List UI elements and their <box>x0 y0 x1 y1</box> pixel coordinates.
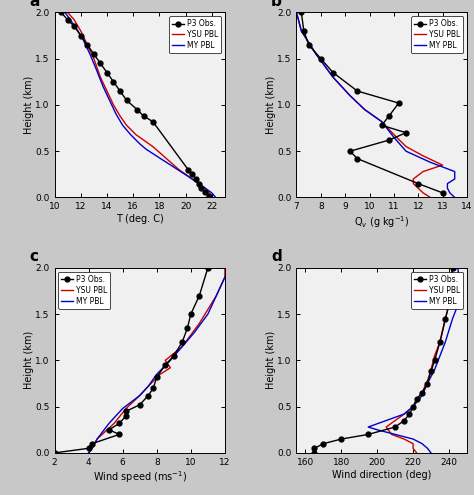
Text: b: b <box>271 0 282 9</box>
Y-axis label: Height (km): Height (km) <box>266 76 276 134</box>
Legend: P3 Obs., YSU PBL, MY PBL: P3 Obs., YSU PBL, MY PBL <box>58 272 110 308</box>
X-axis label: T (deg. C): T (deg. C) <box>116 214 164 224</box>
Text: d: d <box>271 249 282 264</box>
X-axis label: Q$_v$ (g kg$^{-1}$): Q$_v$ (g kg$^{-1}$) <box>354 214 410 230</box>
X-axis label: Wind speed (ms$^{-1}$): Wind speed (ms$^{-1}$) <box>92 470 187 486</box>
Text: c: c <box>29 249 38 264</box>
Text: a: a <box>29 0 39 9</box>
X-axis label: Wind direction (deg): Wind direction (deg) <box>332 470 431 480</box>
Y-axis label: Height (km): Height (km) <box>266 331 276 390</box>
Legend: P3 Obs., YSU PBL, MY PBL: P3 Obs., YSU PBL, MY PBL <box>169 16 221 53</box>
Legend: P3 Obs., YSU PBL, MY PBL: P3 Obs., YSU PBL, MY PBL <box>411 272 463 308</box>
Legend: P3 Obs., YSU PBL, MY PBL: P3 Obs., YSU PBL, MY PBL <box>411 16 463 53</box>
Y-axis label: Height (km): Height (km) <box>24 331 34 390</box>
Y-axis label: Height (km): Height (km) <box>24 76 34 134</box>
